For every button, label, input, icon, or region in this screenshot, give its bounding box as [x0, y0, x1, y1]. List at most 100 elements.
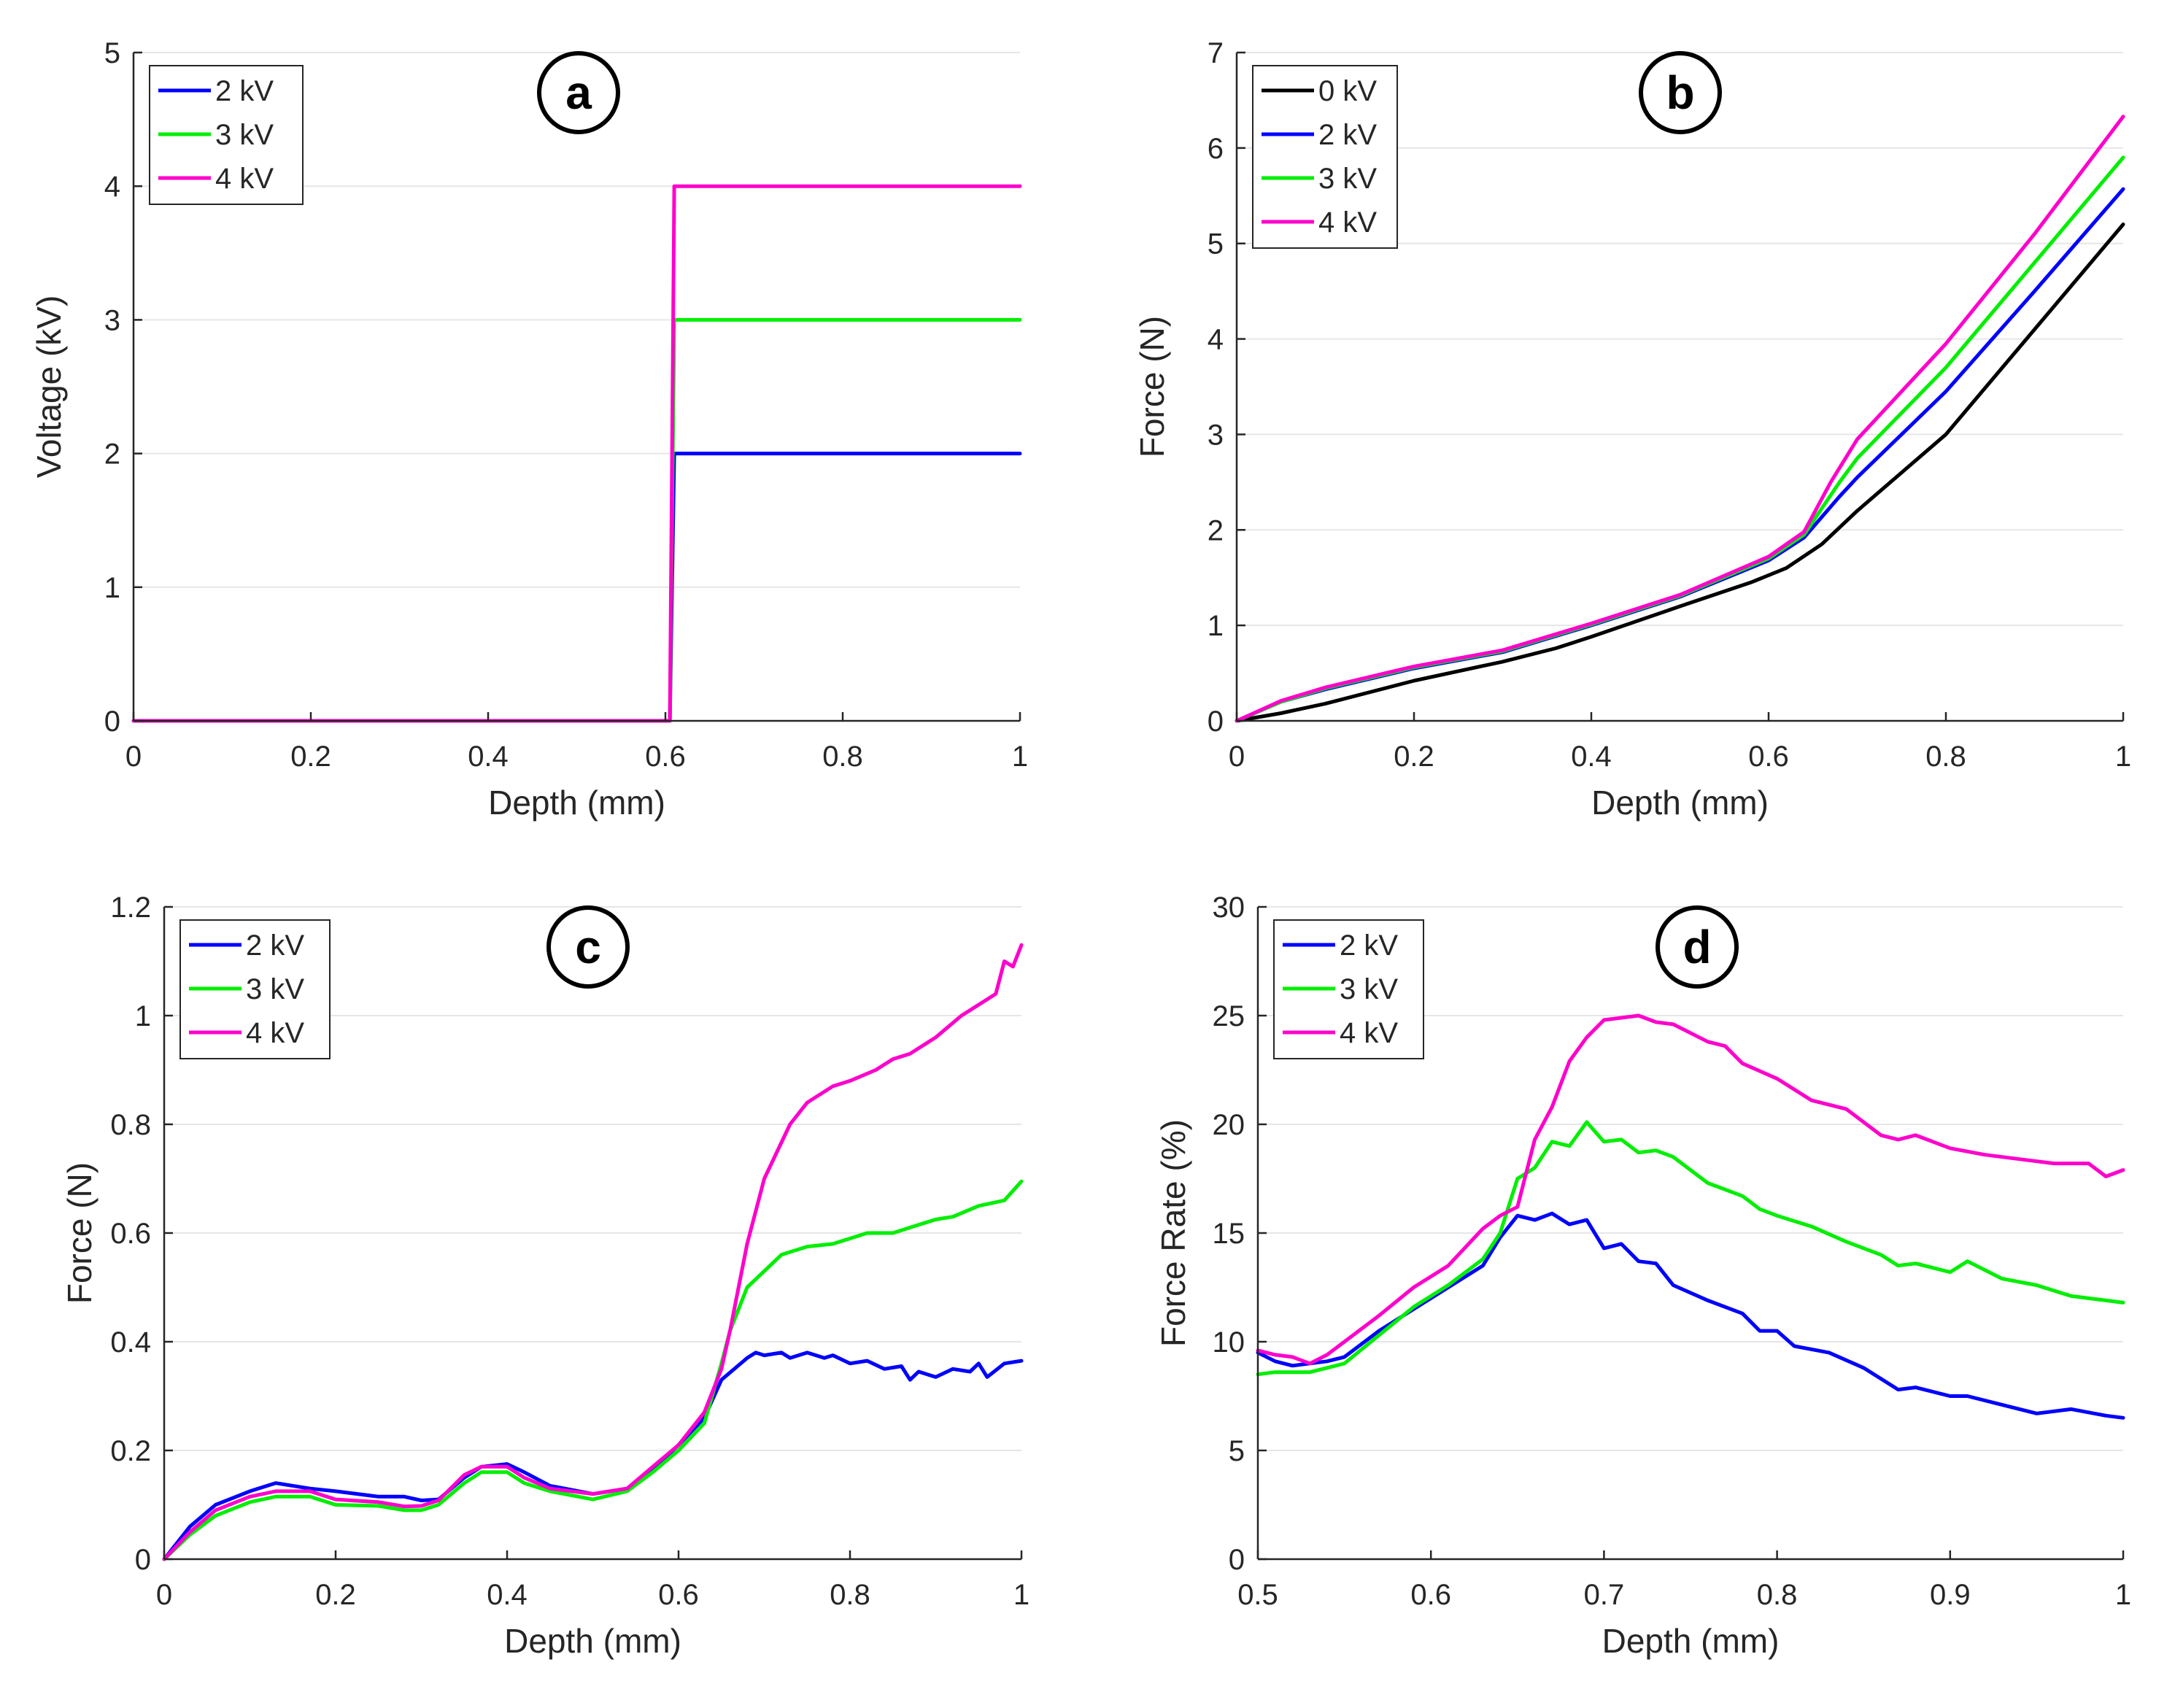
- legend-label: 3 kV: [246, 973, 304, 1005]
- panel-letter: a: [565, 66, 592, 119]
- legend-label: 3 kV: [1318, 163, 1377, 195]
- x-tick-label: 0.6: [1410, 1579, 1451, 1611]
- y-tick-label: 5: [1229, 1435, 1245, 1467]
- y-tick-label: 4: [104, 171, 120, 203]
- panel-letter-badge: d: [1656, 905, 1739, 989]
- series-line-3-kv: [162, 1179, 1024, 1561]
- legend-label: 4 kV: [1318, 206, 1377, 239]
- series-line-4-kv: [1256, 1013, 2125, 1366]
- y-tick-label: 1: [1208, 610, 1224, 642]
- y-tick-label: 0: [1208, 706, 1224, 738]
- y-tick-label: 5: [1208, 228, 1224, 260]
- y-tick-label: 20: [1213, 1109, 1245, 1141]
- x-tick-label: 0: [1229, 741, 1245, 773]
- x-tick-label: 0.6: [1748, 741, 1789, 773]
- legend-label: 4 kV: [215, 163, 274, 195]
- y-tick-label: 25: [1213, 1000, 1245, 1032]
- y-tick-label: 0: [104, 706, 120, 738]
- x-tick-label: 0.7: [1584, 1579, 1625, 1611]
- x-tick-label: 0.8: [1757, 1579, 1798, 1611]
- x-axis-label: Depth (mm): [488, 784, 665, 822]
- y-tick-label: 30: [1213, 892, 1245, 924]
- y-tick-label: 1.2: [110, 892, 151, 924]
- legend-label: 2 kV: [1318, 119, 1377, 151]
- panel-c: 0 0.2 0.4 0.6 0.8 1 0 0.2 0.4 0.6 0.8 1 1.2 Depth (mm…: [61, 892, 1029, 1660]
- y-tick-label: 5: [104, 37, 120, 69]
- panel-letter-badge: c: [546, 905, 630, 989]
- x-tick-label: 0.8: [830, 1579, 870, 1611]
- series-line-4-kv: [1235, 115, 2125, 723]
- x-tick-label: 0.9: [1930, 1579, 1971, 1611]
- legend: 0 kV 2 kV 3 kV 4 kV: [1252, 65, 1398, 249]
- y-tick-label: 7: [1208, 37, 1224, 69]
- x-tick-label: 0.8: [1925, 741, 1966, 773]
- legend-label: 4 kV: [1340, 1017, 1398, 1049]
- panel-letter: d: [1683, 921, 1711, 973]
- y-axis-label: Force (N): [1133, 316, 1171, 457]
- y-axis-label: Force Rate (%): [1154, 1119, 1192, 1347]
- y-tick-label: 10: [1213, 1326, 1245, 1359]
- y-tick-label: 2: [1208, 514, 1224, 546]
- y-tick-label: 2: [104, 438, 120, 471]
- badge-circle: [1656, 905, 1739, 989]
- y-tick-label: 0: [135, 1544, 151, 1576]
- x-axis-label: Depth (mm): [1591, 784, 1769, 822]
- y-axis-label: Voltage (kV): [30, 295, 68, 479]
- x-tick-label: 1: [1012, 741, 1028, 773]
- y-tick-label: 0: [1229, 1544, 1245, 1576]
- series-line-3-kv: [1256, 1120, 2125, 1377]
- y-tick-label: 0.8: [110, 1109, 151, 1141]
- y-tick-label: 3: [104, 304, 120, 336]
- x-tick-label: 0: [156, 1579, 172, 1611]
- y-tick-label: 4: [1208, 324, 1224, 356]
- x-tick-label: 0.6: [658, 1579, 699, 1611]
- y-tick-label: 0.6: [110, 1218, 151, 1250]
- y-tick-label: 3: [1208, 419, 1224, 451]
- legend: 2 kV 3 kV 4 kV: [179, 919, 331, 1059]
- x-tick-label: 0.4: [468, 741, 509, 773]
- series-line-2-kv: [1256, 1211, 2125, 1420]
- series-line-4-kv: [162, 943, 1024, 1561]
- x-tick-label: 0.2: [315, 1579, 356, 1611]
- legend: 2 kV 3 kV 4 kV: [149, 65, 304, 205]
- x-tick-label: 0: [125, 741, 142, 773]
- legend-label: 2 kV: [1340, 930, 1398, 962]
- y-axis-label: Force (N): [61, 1162, 98, 1304]
- legend: 2 kV 3 kV 4 kV: [1273, 919, 1424, 1059]
- x-tick-label: 0.8: [822, 741, 863, 773]
- x-tick-label: 1: [1013, 1579, 1029, 1611]
- legend-label: 0 kV: [1318, 75, 1377, 107]
- y-tick-label: 1: [104, 572, 120, 604]
- legend-label: 2 kV: [246, 930, 304, 962]
- x-axis-label: Depth (mm): [504, 1622, 681, 1660]
- x-tick-label: 1: [2115, 741, 2131, 773]
- badge-circle: [537, 51, 620, 134]
- y-tick-label: 1: [135, 1000, 151, 1032]
- x-tick-label: 0.2: [290, 741, 331, 773]
- panel-a: 0 0.2 0.4 0.6 0.8 1 0 1 2 3 4 5 Depth (mm) Voltage (k…: [30, 37, 1028, 822]
- x-tick-label: 1: [2115, 1579, 2131, 1611]
- legend-box: [1252, 65, 1398, 249]
- x-tick-label: 0.4: [487, 1579, 528, 1611]
- legend-label: 4 kV: [246, 1017, 304, 1049]
- panel-b: 0 0.2 0.4 0.6 0.8 1 0 1 2 3 4 5 6 7 Depth (mm) Force (N…: [1133, 37, 2131, 822]
- panel-letter: c: [575, 921, 601, 973]
- x-tick-label: 0.4: [1571, 741, 1612, 773]
- badge-circle: [546, 905, 630, 989]
- y-tick-label: 0.4: [110, 1326, 151, 1359]
- x-tick-label: 0.5: [1237, 1579, 1278, 1611]
- y-tick-label: 0.2: [110, 1435, 151, 1467]
- panel-letter-badge: a: [537, 51, 620, 134]
- series-line-2-kv: [162, 1350, 1024, 1561]
- badge-circle: [1639, 51, 1722, 134]
- y-tick-label: 15: [1213, 1218, 1245, 1250]
- panel-letter-badge: b: [1639, 51, 1722, 134]
- legend-label: 3 kV: [215, 119, 274, 151]
- x-tick-label: 0.6: [645, 741, 686, 773]
- panel-letter: b: [1666, 66, 1694, 119]
- x-axis-label: Depth (mm): [1602, 1622, 1780, 1660]
- legend-label: 2 kV: [215, 75, 274, 107]
